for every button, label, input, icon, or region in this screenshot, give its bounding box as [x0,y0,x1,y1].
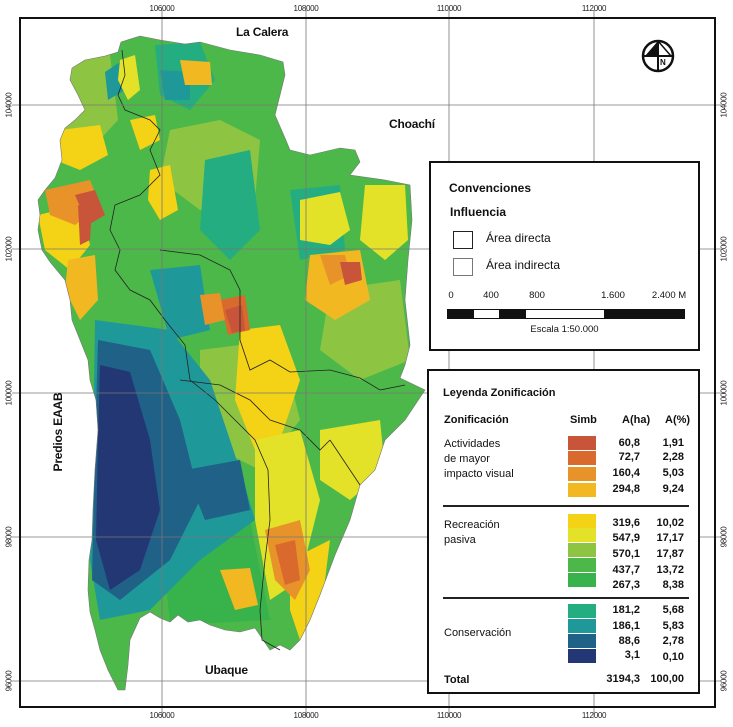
area-pct-value: 17,87 [656,548,684,560]
area-pct-value: 17,17 [656,532,684,544]
legend-swatch [568,543,596,557]
scale-label: 2.400 M [651,290,687,301]
area-pct-value: 9,24 [662,483,684,495]
legend-swatch [568,604,596,618]
area-ha-value: 547,9 [612,532,640,544]
area-ha-value: 88,6 [618,635,640,647]
map-frame [19,17,716,708]
study-area-outline [37,35,426,691]
category-label: pasiva [444,534,476,546]
header-area-ha: A(ha) [622,414,651,426]
legend-swatch [568,436,596,450]
legend-swatch [568,558,596,572]
boundary-line [329,439,361,486]
conventions-panel: Convenciones Influencia Área directa Áre… [429,161,700,351]
direct-area-label: Área directa [486,231,551,245]
scale-label: 800 [529,290,545,301]
area-pct-value: 5,68 [662,604,684,616]
legend-swatch [568,619,596,633]
legend-swatch [568,467,596,481]
legend-swatch [568,634,596,648]
x-tick-label: 108000 [293,4,319,13]
boundary-line [159,249,406,391]
area-pct-value: 8,38 [662,579,684,591]
area-ha-value: 60,8 [618,437,640,449]
area-pct-value: 2,78 [662,635,684,647]
area-pct-value: 1,91 [662,437,684,449]
x-tick-label: 112000 [581,4,607,13]
conventions-title: Convenciones [449,181,532,195]
scale-caption: Escala 1:50.000 [530,324,599,335]
area-ha-value: 160,4 [612,467,640,479]
total-area-pct: 100,00 [650,673,684,685]
area-ha-value: 181,2 [612,604,640,616]
north-label: N [660,58,666,67]
legend-swatch [568,483,596,497]
area-pct-value: 10,02 [656,517,684,529]
legend-swatch [568,514,596,528]
legend-swatch [568,528,596,542]
header-area-pct: A(%) [665,414,691,426]
place-label-la-calera: La Calera [236,25,289,39]
header-simb: Simb [570,414,597,426]
group-divider [443,505,689,507]
place-label-predios-eaab: Predios EAAB [51,392,65,472]
x-tick-label: 106000 [149,4,175,13]
area-ha-value: 570,1 [612,548,640,560]
area-pct-value: 0,10 [662,651,684,663]
legend-title: Leyenda Zonificación [443,387,556,399]
area-ha-value: 319,6 [612,517,640,529]
place-label-choachi: Choachí [389,117,435,131]
header-zonificacion: Zonificación [444,414,509,426]
scale-bar [447,309,685,319]
area-ha-value: 267,3 [612,579,640,591]
boundary-line [109,49,281,651]
area-ha-value: 72,7 [618,451,640,463]
area-pct-value: 13,72 [656,564,684,576]
scale-label: 400 [483,290,499,301]
direct-area-swatch [453,231,473,249]
place-label-ubaque: Ubaque [205,663,248,677]
total-area-ha: 3194,3 [606,673,640,685]
legend-swatch [568,649,596,663]
area-pct-value: 2,28 [662,451,684,463]
indirect-area-swatch [453,258,473,276]
scale-label: 1.600 [601,290,625,301]
area-pct-value: 5,83 [662,620,684,632]
x-tick-label: 110000 [436,4,462,13]
scale-label: 0 [448,290,454,301]
legend-swatch [568,451,596,465]
legend-swatch [568,573,596,587]
north-arrow-icon [641,39,675,73]
total-label: Total [444,674,470,686]
category-label: Actividades [444,438,501,450]
category-label: de mayor [444,453,490,465]
area-ha-value: 294,8 [612,483,640,495]
group-divider [443,597,689,599]
boundary-line [179,379,331,451]
area-pct-value: 5,03 [662,467,684,479]
area-ha-value: 186,1 [612,620,640,632]
area-ha-value: 3,1 [624,649,640,661]
influence-subtitle: Influencia [450,205,507,219]
zoning-legend-panel: Leyenda Zonificación Zonificación Simb A… [427,369,700,694]
category-label: Recreación [444,519,500,531]
area-ha-value: 437,7 [612,564,640,576]
category-label: Conservación [444,627,512,639]
indirect-area-label: Área indirecta [486,258,561,272]
category-label: impacto visual [444,468,514,480]
